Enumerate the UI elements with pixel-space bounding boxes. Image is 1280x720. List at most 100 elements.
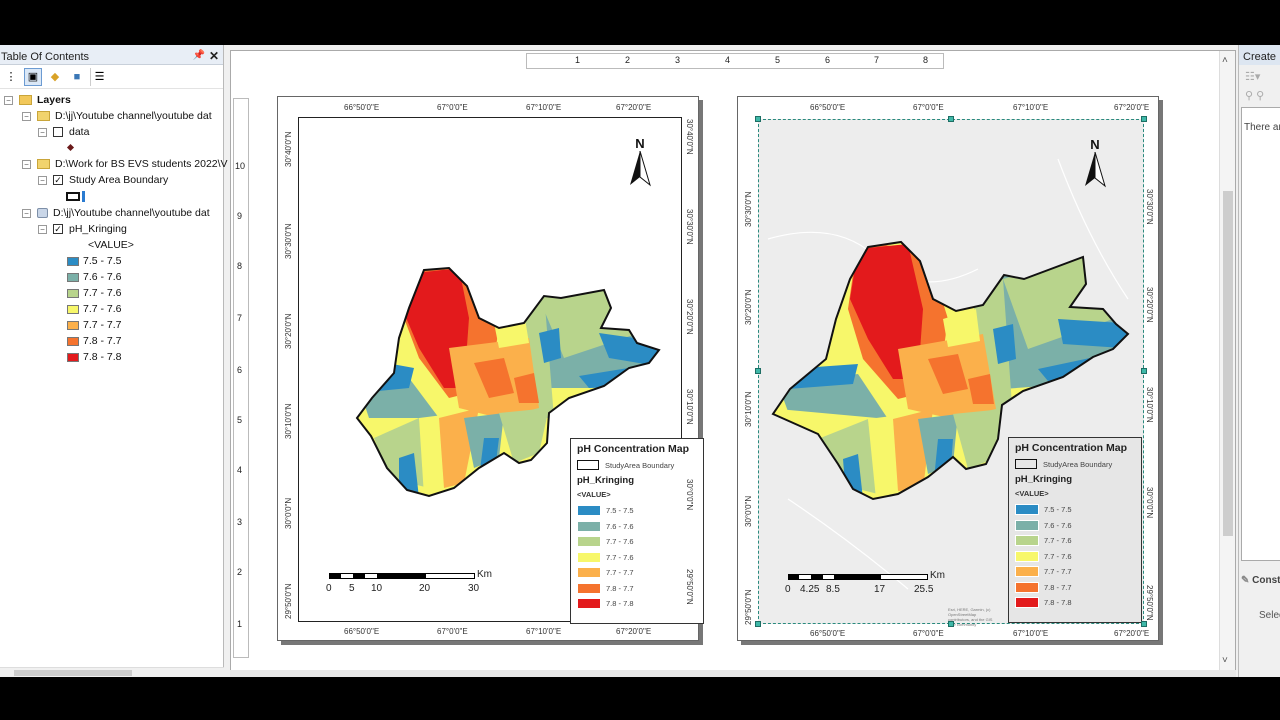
scale-bar[interactable]: Km 0 5 10 20 30 bbox=[326, 569, 499, 603]
layout-view[interactable]: 1 2 3 4 5 6 7 8 1 2 3 4 5 6 7 8 9 10 66°… bbox=[230, 50, 1236, 673]
ruler-label: 6 bbox=[237, 365, 243, 375]
pin-icon[interactable]: 📌 bbox=[192, 50, 205, 61]
map-legend[interactable]: pH Concentration Map StudyArea Boundary … bbox=[570, 438, 704, 624]
legend-class[interactable]: 7.7 - 7.7 bbox=[67, 317, 122, 333]
north-arrow[interactable]: N bbox=[1080, 137, 1110, 193]
lon-label: 67°20'0"E bbox=[616, 103, 652, 112]
layer-row-study-area-boundary[interactable]: − ✓ Study Area Boundary bbox=[38, 172, 168, 188]
resize-handle[interactable] bbox=[755, 368, 761, 374]
resize-handle[interactable] bbox=[1141, 621, 1147, 627]
class-label: 7.6 - 7.6 bbox=[606, 521, 634, 531]
lat-label: 30°0'0"N bbox=[685, 479, 694, 511]
select-template-hint: Select a template bbox=[1259, 610, 1280, 621]
resize-handle[interactable] bbox=[1141, 116, 1147, 122]
legend-class[interactable]: 7.7 - 7.6 bbox=[67, 285, 122, 301]
color-swatch bbox=[577, 536, 601, 548]
collapse-icon[interactable]: − bbox=[22, 111, 31, 121]
resize-handle[interactable] bbox=[1141, 368, 1147, 374]
point-symbol-icon bbox=[66, 139, 75, 155]
north-arrow[interactable]: N bbox=[625, 136, 655, 192]
color-swatch bbox=[1015, 519, 1039, 531]
class-label: 7.7 - 7.7 bbox=[606, 568, 634, 578]
class-label: 7.7 - 7.7 bbox=[83, 319, 122, 331]
lat-label: 30°30'0"N bbox=[1145, 189, 1154, 225]
toc-horizontal-scrollbar[interactable] bbox=[0, 667, 224, 677]
construction-tools-header: ✎ Construction Tools bbox=[1241, 575, 1280, 586]
scroll-thumb[interactable] bbox=[1223, 191, 1233, 536]
list-by-visibility-icon[interactable]: ◆ bbox=[50, 71, 60, 83]
map-frame-right[interactable]: 66°50'0"E 67°0'0"E 67°10'0"E 67°20'0"E bbox=[737, 96, 1159, 641]
lat-label: 30°20'0"N bbox=[685, 299, 694, 335]
group-path: D:\jj\Youtube channel\youtube dat bbox=[53, 207, 210, 219]
layer-checkbox[interactable]: ✓ bbox=[53, 224, 63, 234]
folder-icon bbox=[37, 111, 50, 121]
collapse-icon[interactable]: − bbox=[38, 224, 47, 234]
map-legend[interactable]: pH Concentration Map StudyArea Boundary … bbox=[1008, 437, 1142, 623]
color-swatch bbox=[67, 256, 79, 266]
lat-label: 30°0'0"N bbox=[1145, 487, 1154, 519]
ruler-label: 1 bbox=[575, 55, 581, 65]
color-swatch bbox=[1015, 581, 1039, 593]
collapse-icon[interactable]: − bbox=[22, 208, 31, 218]
lat-label: 30°30'0"N bbox=[284, 223, 293, 259]
legend-class: 7.8 - 7.7 bbox=[577, 581, 697, 597]
layer-row-data[interactable]: − data bbox=[38, 124, 89, 140]
north-label: N bbox=[635, 136, 645, 151]
layer-checkbox[interactable]: ✓ bbox=[53, 175, 63, 185]
data-frame-selected[interactable]: N pH Concentration Map StudyArea Boundar… bbox=[758, 119, 1144, 627]
legend-class[interactable]: 7.7 - 7.6 bbox=[67, 301, 122, 317]
lat-label: 30°20'0"N bbox=[284, 313, 293, 349]
organize-templates-icon[interactable]: ☷▾ bbox=[1245, 71, 1261, 83]
collapse-icon[interactable]: − bbox=[22, 159, 31, 169]
group-row[interactable]: − D:\jj\Youtube channel\youtube dat bbox=[22, 108, 212, 124]
polygon-symbol-icon bbox=[66, 188, 85, 204]
class-label: 7.7 - 7.6 bbox=[83, 303, 122, 315]
list-by-source-icon[interactable]: ▣ bbox=[24, 67, 42, 86]
boundary-label: StudyArea Boundary bbox=[605, 460, 675, 470]
color-swatch bbox=[67, 272, 79, 282]
list-by-drawing-order-icon[interactable]: ⋮ bbox=[5, 71, 17, 83]
collapse-icon[interactable]: − bbox=[4, 95, 13, 105]
resize-handle[interactable] bbox=[948, 621, 954, 627]
collapse-icon[interactable]: − bbox=[38, 175, 47, 185]
collapse-icon[interactable]: − bbox=[38, 127, 47, 137]
table-of-contents: Table Of Contents 📌 ✕ ⋮ ▣ ◆ ■ ☰ − Layers… bbox=[0, 45, 228, 677]
legend-class: 7.7 - 7.6 bbox=[577, 550, 697, 566]
map-frame-left[interactable]: 66°50'0"E 67°0'0"E 67°10'0"E 67°20'0"E bbox=[277, 96, 704, 641]
data-frame[interactable]: N pH Concentration Map StudyArea Boundar… bbox=[298, 117, 704, 624]
close-icon[interactable]: ✕ bbox=[208, 49, 219, 63]
legend-class: 7.5 - 7.5 bbox=[1015, 502, 1135, 518]
resize-handle[interactable] bbox=[755, 621, 761, 627]
search-templates-icon[interactable]: ⚲ ⚲ bbox=[1245, 90, 1265, 102]
resize-handle[interactable] bbox=[755, 116, 761, 122]
scroll-up-icon[interactable]: ˄ bbox=[1222, 55, 1228, 66]
basemap-and-raster bbox=[767, 158, 1139, 590]
layer-checkbox[interactable] bbox=[53, 127, 63, 137]
legend-class[interactable]: 7.6 - 7.6 bbox=[67, 269, 122, 285]
templates-list[interactable]: There are no templates bbox=[1241, 107, 1280, 561]
resize-handle[interactable] bbox=[948, 116, 954, 122]
lon-label: 67°0'0"E bbox=[437, 627, 468, 636]
layer-row-ph-kringing[interactable]: − ✓ pH_Kringing bbox=[38, 221, 127, 237]
group-row[interactable]: − D:\jj\Youtube channel\youtube dat bbox=[22, 205, 210, 221]
legend-class[interactable]: 7.8 - 7.7 bbox=[67, 333, 122, 349]
color-swatch bbox=[577, 567, 601, 579]
list-by-selection-icon[interactable]: ■ bbox=[73, 70, 81, 83]
group-row[interactable]: − D:\Work for BS EVS students 2022\V bbox=[22, 156, 228, 172]
legend-class[interactable]: 7.8 - 7.8 bbox=[67, 349, 122, 365]
scale-tick: 0 bbox=[785, 584, 791, 595]
value-field-label: <VALUE> bbox=[88, 239, 134, 251]
ruler-label: 7 bbox=[874, 55, 880, 65]
options-icon[interactable]: ☰ bbox=[90, 67, 108, 86]
ruler-label: 3 bbox=[237, 517, 243, 527]
scroll-down-icon[interactable]: ˅ bbox=[1222, 655, 1228, 666]
legend-class[interactable]: 7.5 - 7.5 bbox=[67, 253, 122, 269]
lon-label: 67°10'0"E bbox=[1013, 629, 1049, 638]
layers-icon bbox=[19, 95, 32, 105]
legend-class: 7.6 - 7.6 bbox=[577, 519, 697, 535]
layout-vertical-scrollbar[interactable]: ˄ ˅ bbox=[1219, 51, 1235, 673]
layers-root[interactable]: − Layers bbox=[4, 92, 71, 108]
lat-label: 30°10'0"N bbox=[284, 403, 293, 439]
class-label: 7.5 - 7.5 bbox=[1044, 505, 1072, 515]
scale-bar[interactable]: Km 0 4.25 8.5 17 25.5 bbox=[785, 570, 958, 604]
